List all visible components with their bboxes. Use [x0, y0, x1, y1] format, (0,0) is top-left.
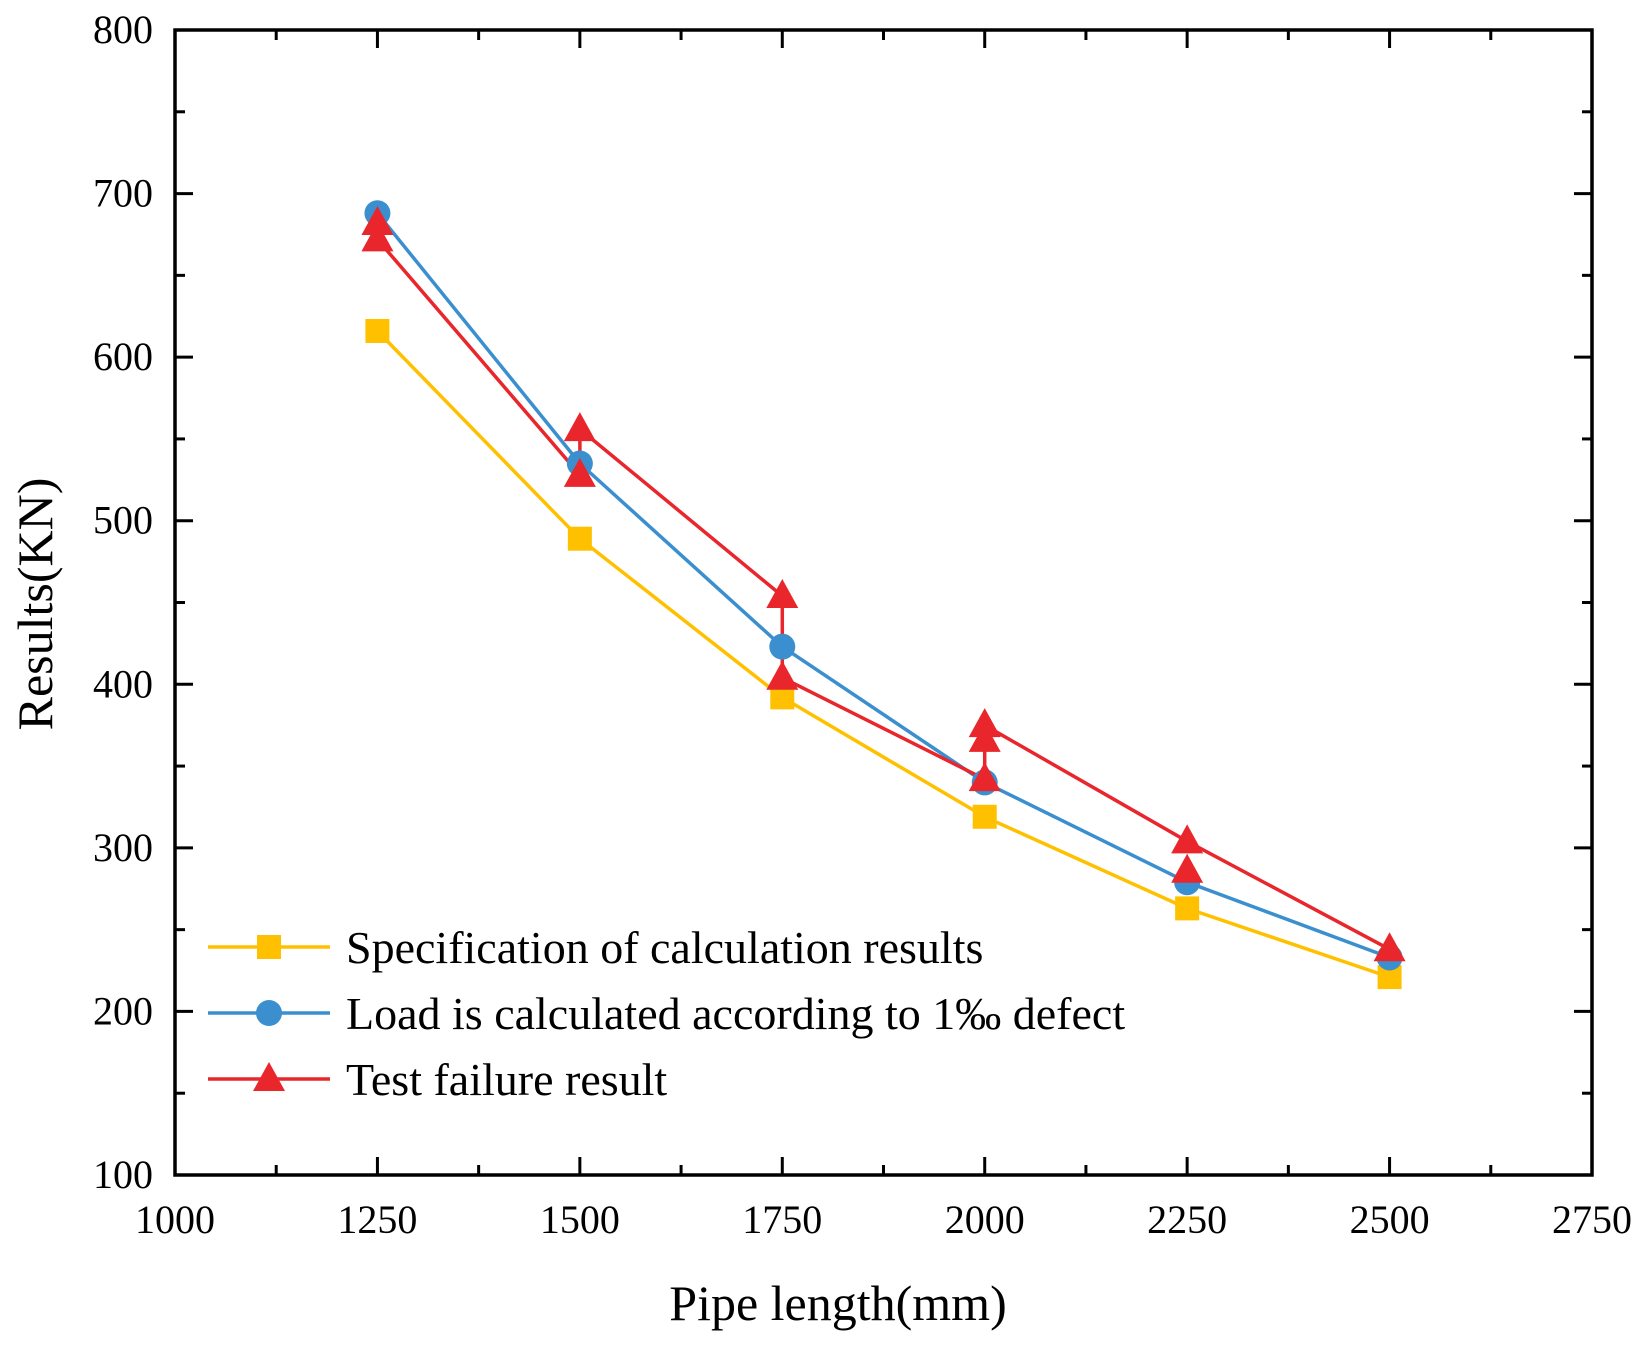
- data-point-triangle-series-3: [968, 762, 1001, 792]
- series-line-1: [376, 329, 1391, 979]
- legend-marker-3: [253, 1062, 285, 1091]
- x-tick-label: 1500: [540, 1197, 620, 1242]
- data-point-square-series-1: [972, 804, 997, 829]
- y-tick-label: 700: [93, 171, 153, 216]
- y-tick-label: 100: [93, 1152, 153, 1197]
- data-point-triangle-series-3: [968, 722, 1001, 752]
- data-point-triangle-series-3: [766, 578, 799, 608]
- axes-layer: 1000 1250 1500 1750 2000 2250 2500 2750 100 200 30…: [93, 7, 1632, 1242]
- data-point-square-series-1: [567, 526, 592, 551]
- y-tick-label: 400: [93, 661, 153, 706]
- x-tick-label: 1750: [742, 1197, 822, 1242]
- x-axis-title: Pipe length(mm): [669, 1275, 1006, 1331]
- data-point-triangle-series-3: [563, 457, 596, 487]
- data-point-triangle-series-3: [563, 412, 596, 442]
- series-line-3: [376, 238, 1391, 951]
- x-tick-label: 2500: [1350, 1197, 1430, 1242]
- data-point-triangle-series-3: [1373, 932, 1406, 962]
- data-point-triangle-series-3: [1171, 853, 1204, 883]
- y-axis-title: Results(KN): [7, 478, 63, 731]
- legend-marker-2: [256, 1000, 282, 1026]
- data-point-triangle-series-3: [361, 222, 394, 252]
- data-point-square-series-1: [1175, 896, 1200, 921]
- legend-label-2: Load is calculated according to 1‰ defec…: [346, 988, 1125, 1039]
- data-point-triangle-series-3: [968, 708, 1001, 738]
- y-tick-label: 200: [93, 988, 153, 1033]
- x-tick-label: 1250: [337, 1197, 417, 1242]
- data-point-square-series-1: [365, 318, 390, 343]
- series-line-2: [376, 212, 1391, 960]
- x-tick-label: 2750: [1552, 1197, 1632, 1242]
- y-tick-label: 500: [93, 498, 153, 543]
- data-point-triangle-series-3: [766, 660, 799, 690]
- y-tick-label: 800: [93, 7, 153, 52]
- legend: Specification of calculation results Load…: [208, 922, 1125, 1105]
- y-tick-label: 300: [93, 825, 153, 870]
- legend-marker-1: [257, 935, 281, 959]
- data-point-triangle-series-3: [1171, 824, 1204, 854]
- legend-label-1: Specification of calculation results: [346, 922, 983, 973]
- x-tick-label: 2250: [1147, 1197, 1227, 1242]
- y-tick-label: 600: [93, 334, 153, 379]
- data-point-triangle-series-3: [361, 206, 394, 236]
- series-markers-layer: [361, 200, 1406, 990]
- series-lines-layer: [376, 212, 1391, 979]
- data-point-circle-series-2: [769, 633, 796, 660]
- x-tick-label: 2000: [945, 1197, 1025, 1242]
- x-tick-label: 1000: [135, 1197, 215, 1242]
- legend-label-3: Test failure result: [346, 1054, 667, 1105]
